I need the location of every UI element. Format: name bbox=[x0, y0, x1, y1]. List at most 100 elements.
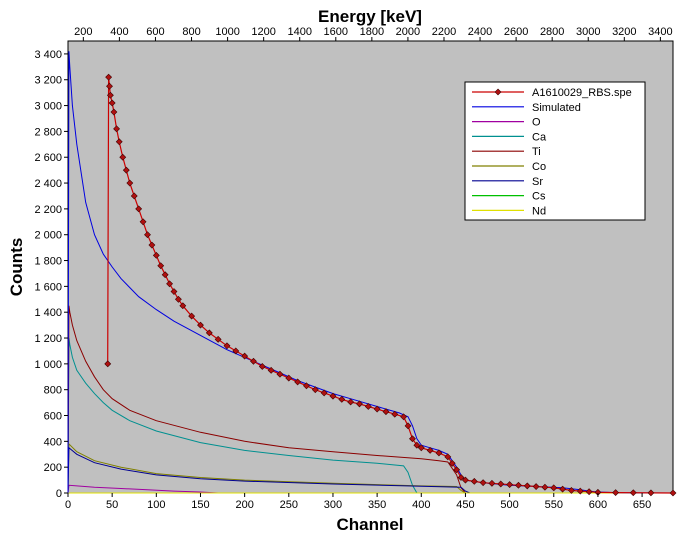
data-point-marker bbox=[122, 166, 130, 174]
top-tick-label: 2000 bbox=[396, 26, 420, 38]
data-point-marker bbox=[276, 370, 284, 378]
data-point-marker bbox=[470, 477, 478, 485]
y-tick-label: 1 600 bbox=[34, 281, 62, 293]
top-tick-label: 1800 bbox=[360, 26, 384, 38]
y-tick-label: 2 000 bbox=[34, 230, 62, 242]
data-point-marker bbox=[197, 321, 204, 329]
top-tick-label: 2400 bbox=[468, 26, 492, 38]
data-point-marker bbox=[409, 435, 416, 443]
data-point-marker bbox=[144, 231, 151, 239]
top-tick-label: 3400 bbox=[648, 26, 672, 38]
x-axis-title: Channel bbox=[336, 515, 403, 534]
data-point-marker bbox=[356, 400, 363, 408]
legend-label: O bbox=[532, 117, 541, 129]
data-point-marker bbox=[214, 335, 222, 343]
y-tick-label: 3 200 bbox=[34, 75, 62, 87]
legend-label: Simulated bbox=[532, 102, 581, 114]
data-point-marker bbox=[400, 413, 408, 421]
y-tick-label: 800 bbox=[44, 385, 62, 397]
data-point-marker bbox=[174, 295, 182, 303]
y-tick-label: 1 200 bbox=[34, 333, 62, 345]
data-point-marker bbox=[320, 389, 328, 397]
top-tick-label: 800 bbox=[182, 26, 200, 38]
data-point-marker bbox=[119, 153, 127, 161]
data-point-marker bbox=[241, 352, 249, 360]
data-point-marker bbox=[568, 486, 575, 494]
data-point-marker bbox=[139, 218, 147, 226]
data-point-marker bbox=[311, 386, 319, 394]
legend-label: Ti bbox=[532, 146, 541, 158]
data-point-marker bbox=[532, 483, 540, 490]
data-point-marker bbox=[426, 446, 434, 454]
top-tick-label: 1000 bbox=[215, 26, 239, 38]
y-tick-label: 1 000 bbox=[34, 359, 62, 371]
y-axis-title: Counts bbox=[7, 238, 26, 297]
top-tick-label: 1400 bbox=[287, 26, 311, 38]
data-point-marker bbox=[373, 405, 381, 413]
data-point-marker bbox=[629, 489, 637, 497]
data-point-marker bbox=[541, 483, 549, 491]
top-tick-label: 400 bbox=[110, 26, 128, 38]
x-tick-label: 450 bbox=[456, 499, 474, 511]
y-tick-label: 2 800 bbox=[34, 126, 62, 138]
top-tick-label: 1200 bbox=[251, 26, 275, 38]
top-tick-label: 1600 bbox=[324, 26, 348, 38]
top-tick-label: 2200 bbox=[432, 26, 456, 38]
data-point-marker bbox=[488, 479, 496, 487]
top-tick-label: 2600 bbox=[504, 26, 528, 38]
y-tick-label: 2 400 bbox=[34, 178, 62, 190]
x-tick-label: 100 bbox=[147, 499, 165, 511]
x-tick-label: 550 bbox=[545, 499, 563, 511]
data-point-marker bbox=[576, 487, 584, 495]
data-point-marker bbox=[453, 466, 461, 474]
series-line-ti bbox=[67, 305, 673, 494]
data-point-marker bbox=[285, 374, 293, 382]
data-point-marker bbox=[170, 288, 178, 295]
data-point-marker bbox=[258, 363, 266, 370]
y-tick-label: 200 bbox=[44, 462, 62, 474]
data-point-marker bbox=[188, 312, 196, 320]
data-point-marker bbox=[148, 241, 156, 249]
data-point-marker bbox=[267, 366, 275, 374]
x-tick-label: 300 bbox=[324, 499, 342, 511]
data-point-marker bbox=[462, 476, 469, 484]
x-tick-label: 400 bbox=[412, 499, 430, 511]
data-point-marker bbox=[104, 360, 112, 368]
data-point-marker bbox=[435, 449, 443, 457]
data-point-marker bbox=[413, 441, 421, 449]
legend-label: Nd bbox=[532, 205, 546, 217]
y-tick-label: 0 bbox=[56, 488, 62, 500]
legend-label: A1610029_RBS.spe bbox=[532, 87, 632, 99]
x-tick-label: 200 bbox=[235, 499, 253, 511]
y-tick-label: 400 bbox=[44, 436, 62, 448]
y-tick-label: 2 600 bbox=[34, 152, 62, 164]
series-line-sr bbox=[67, 446, 673, 494]
bottom-axis: 0 50 100 150 200 250 300 350 400 450 500 550 600 650 bbox=[65, 493, 651, 511]
data-point-marker bbox=[130, 192, 138, 200]
data-point-marker bbox=[303, 382, 310, 390]
x-tick-label: 350 bbox=[368, 499, 386, 511]
y-tick-label: 1 800 bbox=[34, 256, 62, 268]
data-point-marker bbox=[347, 398, 355, 406]
data-point-marker bbox=[479, 479, 487, 487]
y-tick-label: 1 400 bbox=[34, 307, 62, 319]
data-point-marker bbox=[382, 408, 390, 416]
x-tick-label: 0 bbox=[65, 499, 71, 511]
data-point-marker bbox=[223, 342, 231, 350]
data-point-marker bbox=[152, 251, 160, 259]
y-tick-label: 3 400 bbox=[34, 49, 62, 61]
x-tick-label: 150 bbox=[191, 499, 209, 511]
data-point-marker bbox=[106, 82, 113, 90]
top-tick-label: 3000 bbox=[576, 26, 600, 38]
series-line-ca bbox=[67, 337, 673, 494]
data-point-marker bbox=[294, 378, 302, 386]
data-point-marker bbox=[110, 108, 118, 116]
data-point-marker bbox=[113, 125, 121, 133]
data-point-marker bbox=[157, 262, 165, 270]
x-tick-label: 500 bbox=[500, 499, 518, 511]
data-point-marker bbox=[329, 392, 337, 400]
legend-marker bbox=[494, 88, 502, 96]
data-point-marker bbox=[391, 410, 399, 418]
y-tick-label: 3 000 bbox=[34, 101, 62, 113]
